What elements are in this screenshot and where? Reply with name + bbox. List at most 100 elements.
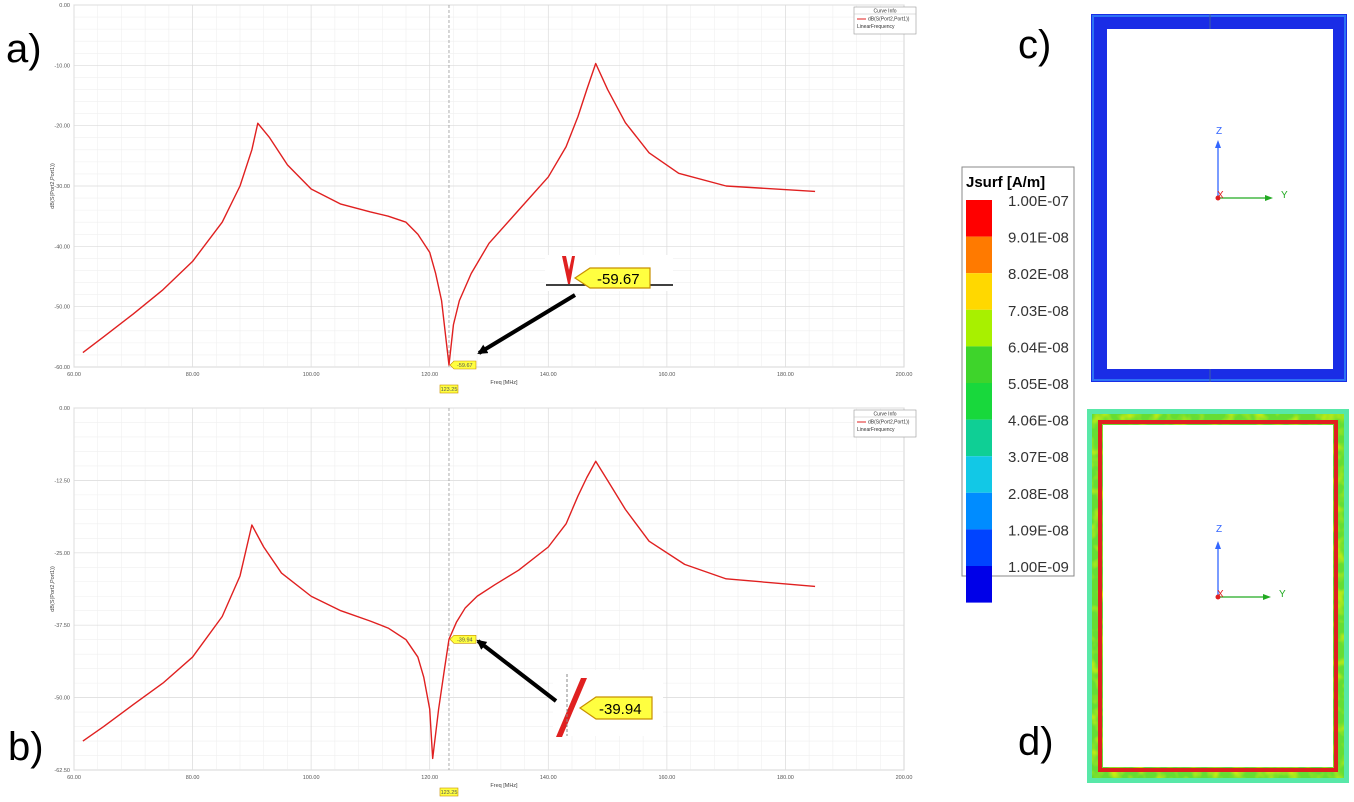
axis-z-arrow-c bbox=[1215, 140, 1221, 148]
y-tick-label: -50.00 bbox=[54, 305, 70, 311]
x-tick-label: 100.00 bbox=[303, 775, 320, 781]
zoom-callout-a: -59.67 bbox=[477, 255, 673, 355]
legend-title: Curve Info bbox=[873, 412, 896, 418]
x-tick-label: 60.00 bbox=[67, 775, 81, 781]
colorbar-swatch bbox=[966, 492, 992, 530]
y-axis-label: dB(S(Port2,Port1)) bbox=[50, 566, 56, 612]
x-tick-label: 80.00 bbox=[186, 775, 200, 781]
y-tick-label: -20.00 bbox=[54, 124, 70, 130]
marker-x-label: 123.25 bbox=[441, 387, 458, 393]
arrow-b bbox=[476, 639, 558, 703]
legend-box bbox=[853, 409, 917, 438]
x-tick-label: 180.00 bbox=[777, 775, 794, 781]
axis-x-label-c: X bbox=[1217, 190, 1224, 201]
colorbar-label: 3.07E-08 bbox=[1008, 449, 1069, 466]
marker-x-tag bbox=[439, 384, 459, 394]
colorbar-swatch bbox=[966, 419, 992, 457]
x-tick-label: 120.00 bbox=[421, 372, 438, 378]
panel-label-c: c) bbox=[1018, 23, 1051, 67]
axis-y-arrow-c bbox=[1265, 195, 1273, 201]
field-view-c: Z Y X bbox=[1091, 14, 1347, 382]
x-tick-label: 80.00 bbox=[186, 372, 200, 378]
axis-z-label-d: Z bbox=[1216, 524, 1222, 535]
y-axis-label: dB(S(Port2,Port1)) bbox=[50, 163, 56, 209]
x-axis-label: Freq [MHz] bbox=[490, 783, 518, 789]
colorbar-swatch bbox=[966, 273, 992, 310]
panel-label-a: a) bbox=[6, 27, 42, 71]
colorbar-swatch bbox=[966, 566, 992, 603]
zoom-marker-tag-b bbox=[578, 696, 653, 720]
y-tick-label: 0.00 bbox=[59, 406, 70, 412]
x-axis-label: Freq [MHz] bbox=[490, 380, 518, 386]
colorbar-label: 1.00E-07 bbox=[1008, 193, 1069, 210]
zoom-curve-a bbox=[562, 256, 575, 284]
colorbar-label: 6.04E-08 bbox=[1008, 339, 1069, 356]
axis-y-label-d: Y bbox=[1279, 589, 1286, 600]
axis-z-label-c: Z bbox=[1216, 126, 1222, 137]
marker-x-tag bbox=[439, 787, 459, 797]
y-tick-label: -25.00 bbox=[54, 551, 70, 557]
zoom-marker-label-a: -59.67 bbox=[597, 271, 640, 288]
marker-value-label: -39.94 bbox=[457, 637, 473, 643]
arrow-a bbox=[477, 293, 577, 355]
axis-origin-c bbox=[1215, 195, 1221, 201]
colorbar-swatch bbox=[966, 456, 992, 493]
colorbar-label: 9.01E-08 bbox=[1008, 230, 1069, 247]
axis-x-label-d: X bbox=[1217, 589, 1224, 600]
colorbar-label: 5.05E-08 bbox=[1008, 376, 1069, 393]
axis-origin-d bbox=[1215, 594, 1221, 600]
chart-b: 60.00 80.00 100.00 120.00 140.00 160.00 180.00… bbox=[50, 406, 917, 797]
series-line bbox=[82, 460, 816, 760]
x-tick-label: 100.00 bbox=[303, 372, 320, 378]
x-tick-label: 60.00 bbox=[67, 372, 81, 378]
panel-label-d: d) bbox=[1018, 720, 1054, 764]
marker-tag bbox=[449, 635, 477, 644]
zoom-marker-tag-a bbox=[573, 267, 651, 289]
zoom-marker-label-b: -39.94 bbox=[599, 701, 642, 718]
y-tick-label: -30.00 bbox=[54, 184, 70, 190]
y-tick-label: -60.00 bbox=[54, 365, 70, 371]
x-tick-label: 140.00 bbox=[540, 372, 557, 378]
y-tick-label: -12.50 bbox=[54, 478, 70, 484]
y-tick-label: -37.50 bbox=[54, 623, 70, 629]
y-tick-label: -62.50 bbox=[54, 768, 70, 774]
x-tick-label: 200.00 bbox=[896, 372, 913, 378]
field-c-edge-highlight bbox=[1092, 15, 1346, 381]
y-tick-label: -40.00 bbox=[54, 244, 70, 250]
legend-subentry: LinearFrequency bbox=[857, 24, 895, 30]
colorbar-label: 2.08E-08 bbox=[1008, 486, 1069, 503]
marker-x-label: 123.25 bbox=[441, 790, 458, 796]
panel-label-b: b) bbox=[8, 725, 44, 769]
chart-a: 60.00 80.00 100.00 120.00 140.00 160.00 180.00… bbox=[50, 3, 917, 394]
colorbar-swatch bbox=[966, 309, 992, 347]
legend-entry: dB(S(Port2,Port1)) bbox=[868, 420, 910, 426]
marker-tag bbox=[449, 360, 477, 370]
colorbar-swatch bbox=[966, 236, 992, 274]
colorbar-label: 8.02E-08 bbox=[1008, 266, 1069, 283]
y-tick-label: -10.00 bbox=[54, 63, 70, 69]
colorbar-swatch bbox=[966, 529, 992, 566]
field-d-hot-edge bbox=[1098, 420, 1338, 772]
colorbar: Jsurf [A/m] 1.00E-07 9.01E-08 8.02E-08 7.03… bbox=[961, 166, 1075, 603]
colorbar-label: 7.03E-08 bbox=[1008, 303, 1069, 320]
colorbar-label: 4.06E-08 bbox=[1008, 413, 1069, 430]
x-tick-label: 180.00 bbox=[777, 372, 794, 378]
axis-y-arrow-d bbox=[1263, 594, 1271, 600]
x-tick-label: 200.00 bbox=[896, 775, 913, 781]
marker-value-label: -59.67 bbox=[457, 363, 473, 369]
axis-z-arrow-d bbox=[1215, 541, 1221, 549]
zoom-curve-b bbox=[556, 678, 587, 737]
colorbar-swatch bbox=[966, 383, 992, 420]
field-view-d: Z Y X bbox=[1087, 409, 1349, 783]
x-tick-label: 140.00 bbox=[540, 775, 557, 781]
axis-y-label-c: Y bbox=[1281, 190, 1288, 201]
y-tick-label: -50.00 bbox=[54, 696, 70, 702]
legend-title: Curve Info bbox=[873, 9, 896, 15]
x-tick-label: 160.00 bbox=[658, 775, 675, 781]
x-tick-label: 120.00 bbox=[421, 775, 438, 781]
colorbar-swatch bbox=[966, 346, 992, 383]
legend-entry: dB(S(Port2,Port1)) bbox=[868, 17, 910, 23]
zoom-callout-b: -39.94 bbox=[476, 639, 663, 737]
legend-subentry: LinearFrequency bbox=[857, 427, 895, 433]
